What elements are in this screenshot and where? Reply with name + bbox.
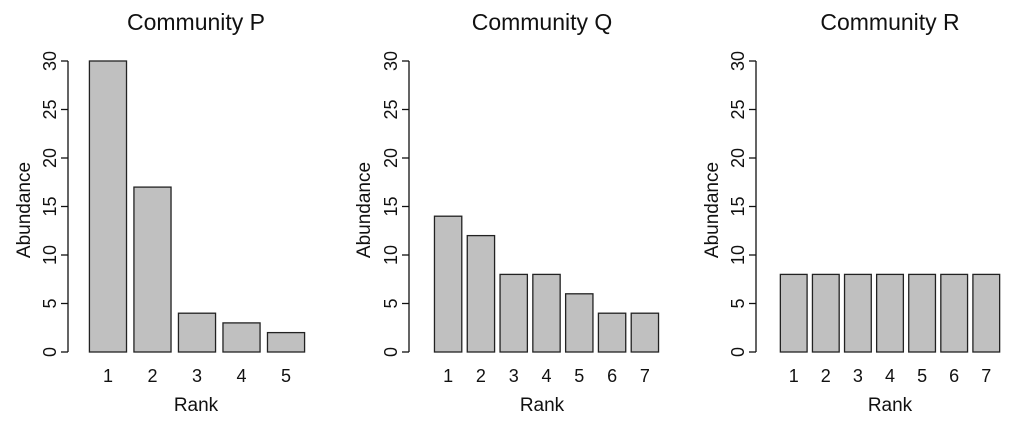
x-tick-label: 2 <box>147 366 157 386</box>
x-tick-label: 6 <box>949 366 959 386</box>
bar <box>564 293 594 353</box>
x-tick-label: 5 <box>574 366 584 386</box>
x-tick-label: 6 <box>607 366 617 386</box>
y-tick-label: 5 <box>381 298 401 308</box>
x-tick-label: 2 <box>476 366 486 386</box>
x-tick-label: 4 <box>237 366 247 386</box>
x-tick-label: 3 <box>509 366 519 386</box>
chart-community-p: Community P Abundance Rank 0510152025301… <box>14 9 306 416</box>
y-tick-label: 0 <box>381 347 401 357</box>
plot-area: 0 5 10 15 20 25 30 1 2 3 4 5 6 7 <box>381 51 660 386</box>
y-axis-label: Abundance <box>354 162 375 258</box>
x-tick-label: 7 <box>981 366 991 386</box>
plot-area: 0 5 10 15 20 25 30 1 2 3 4 5 6 7 <box>728 51 1001 386</box>
x-tick-label: 1 <box>443 366 453 386</box>
y-tick-label: 15 <box>40 196 60 216</box>
x-axis-label: Rank <box>520 395 565 416</box>
y-tick-label: 30 <box>381 51 401 71</box>
chart-title: Community Q <box>472 9 613 35</box>
bar <box>630 312 660 353</box>
y-tick-label: 5 <box>728 298 748 308</box>
bar <box>532 273 561 353</box>
x-tick-label: 3 <box>192 366 202 386</box>
y-tick-label: 0 <box>40 347 60 357</box>
y-tick-label: 30 <box>40 51 60 71</box>
y-tick-label: 25 <box>728 99 748 119</box>
bar <box>222 322 261 353</box>
y-tick-label: 15 <box>381 196 401 216</box>
bar <box>499 273 529 353</box>
x-tick-label: 1 <box>103 366 113 386</box>
y-tick-label: 10 <box>728 245 748 265</box>
x-tick-label: 5 <box>917 366 927 386</box>
bar <box>940 273 969 353</box>
y-tick-label: 30 <box>728 51 748 71</box>
bar <box>843 273 872 353</box>
bar <box>779 273 808 353</box>
x-tick-label: 2 <box>821 366 831 386</box>
chart-community-q: Community Q Abundance Rank 0510152025301… <box>354 9 660 416</box>
x-tick-label: 7 <box>640 366 650 386</box>
bar <box>972 273 1001 353</box>
y-tick-label: 25 <box>381 99 401 119</box>
y-tick-label: 20 <box>728 148 748 168</box>
plot-area: 0 5 10 15 20 25 30 1 2 3 4 5 <box>40 51 306 386</box>
y-tick-label: 10 <box>381 245 401 265</box>
y-tick-label: 20 <box>40 148 60 168</box>
bar <box>466 234 496 353</box>
x-tick-label: 5 <box>281 366 291 386</box>
bar <box>433 215 463 353</box>
y-tick-label: 0 <box>728 347 748 357</box>
y-tick-label: 5 <box>40 298 60 308</box>
x-tick-label: 3 <box>853 366 863 386</box>
y-tick-label: 20 <box>381 148 401 168</box>
chart-title: Community P <box>127 9 265 35</box>
bar <box>266 331 306 353</box>
x-tick-label: 4 <box>541 366 551 386</box>
bar <box>88 60 128 353</box>
y-axis-label: Abundance <box>14 162 35 258</box>
bar <box>811 273 840 353</box>
bar <box>597 312 627 353</box>
y-axis-label: Abundance <box>702 162 723 258</box>
bar <box>177 312 217 353</box>
y-tick-label: 25 <box>40 99 60 119</box>
bar <box>908 273 937 353</box>
chart-community-r: Community R Abundance Rank 0510152025301… <box>702 9 1001 416</box>
x-axis-label: Rank <box>174 395 219 416</box>
bar <box>133 186 172 353</box>
x-tick-label: 1 <box>789 366 799 386</box>
chart-title: Community R <box>820 9 959 35</box>
x-tick-label: 4 <box>885 366 895 386</box>
y-tick-label: 10 <box>40 245 60 265</box>
bar <box>875 273 905 353</box>
y-tick-label: 15 <box>728 196 748 216</box>
x-axis-label: Rank <box>868 395 913 416</box>
